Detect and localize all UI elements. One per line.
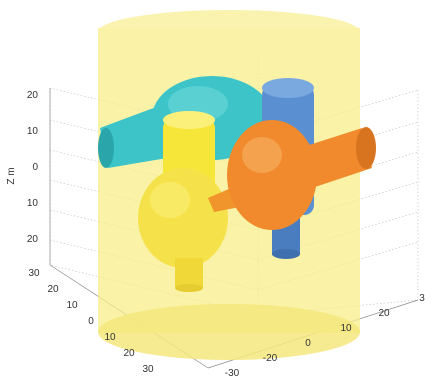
orange-sphere bbox=[208, 120, 376, 230]
left-depth-ticks: 30 20 10 0 10 20 30 bbox=[28, 268, 154, 375]
tick-label: 20 bbox=[27, 90, 39, 101]
right-depth-ticks: -30 -20 0 10 20 3 bbox=[225, 293, 425, 379]
tick-label: 30 bbox=[142, 364, 154, 375]
tick-label: 20 bbox=[47, 284, 59, 295]
tick-label: 3 bbox=[419, 293, 425, 304]
tick-label: 20 bbox=[123, 348, 135, 359]
tick-label: 10 bbox=[27, 126, 39, 137]
yellow-sphere bbox=[138, 111, 228, 292]
tick-label: 10 bbox=[340, 323, 352, 334]
tick-label: 20 bbox=[378, 308, 390, 319]
tick-label: 0 bbox=[88, 316, 94, 327]
z-axis-label: Z m bbox=[6, 167, 17, 184]
tick-label: 10 bbox=[27, 198, 39, 209]
z-ticks: 20 10 0 10 20 bbox=[27, 90, 39, 245]
tick-label: -30 bbox=[225, 368, 240, 379]
tick-label: -20 bbox=[263, 353, 278, 364]
tick-label: 0 bbox=[305, 338, 311, 349]
tick-label: 0 bbox=[32, 162, 38, 173]
tick-label: 10 bbox=[66, 300, 78, 311]
tick-label: 10 bbox=[104, 332, 116, 343]
tick-label: 20 bbox=[27, 234, 39, 245]
tick-label: 30 bbox=[28, 268, 40, 279]
